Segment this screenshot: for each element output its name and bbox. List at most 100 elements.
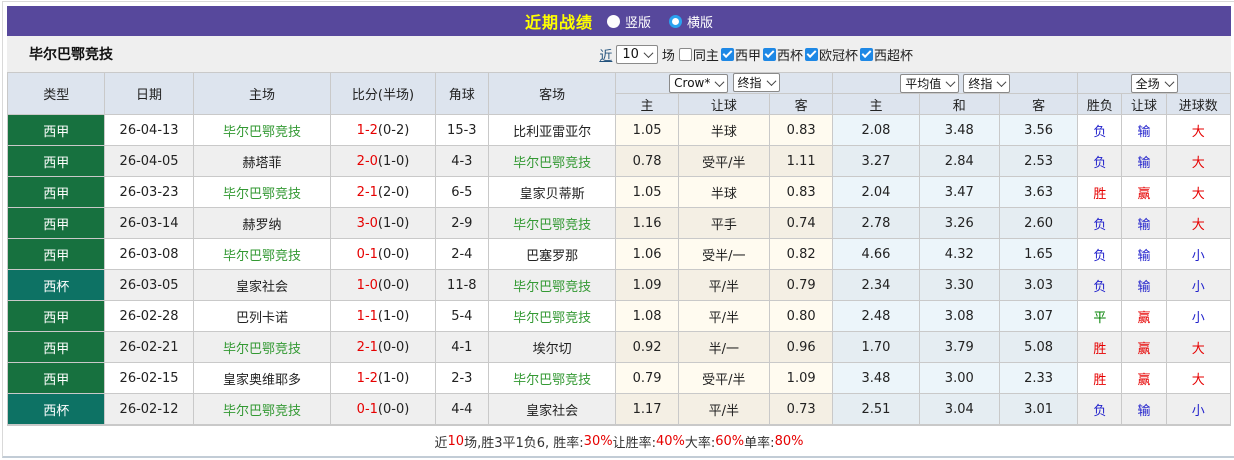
match-date: 26-04-13	[104, 114, 194, 146]
home-team[interactable]: 毕尔巴鄂竞技	[192, 238, 332, 270]
euro-avg-select[interactable]: 平均值	[900, 73, 960, 93]
col-result-handicap: 让球	[1121, 93, 1167, 115]
chevron-down-icon	[945, 76, 956, 87]
games-label: 场	[661, 48, 675, 64]
home-team[interactable]: 皇家奥维耶多	[192, 362, 332, 394]
league-badge: 西甲	[6, 176, 106, 208]
home-team[interactable]: 巴列卡诺	[192, 300, 332, 332]
score-cell: 1-2(0-2)	[330, 114, 436, 146]
radio-selected-icon[interactable]	[669, 14, 682, 28]
summary-segment: 场,胜3平1负6, 胜率:	[464, 435, 584, 451]
asia-home-odds: 0.79	[615, 362, 679, 394]
euro-draw-odds: 3.47	[918, 176, 1000, 208]
col-corner: 角球	[434, 72, 489, 115]
match-date: 26-02-12	[104, 393, 194, 425]
summary-segment: 让胜率:	[612, 435, 656, 451]
recent-count-select[interactable]: 10	[616, 44, 658, 64]
summary-segment: 大率:	[684, 435, 716, 451]
result-goals: 小	[1165, 300, 1232, 332]
asia-final-select[interactable]: 终指	[732, 73, 780, 93]
table-row: 西甲 26-03-14 赫罗纳 3-0(1-0) 2-9 毕尔巴鄂竞技 1.16…	[6, 207, 1232, 239]
checkbox-unchecked-icon[interactable]	[678, 47, 692, 61]
euro-final-select-value: 终指	[968, 76, 993, 91]
away-team[interactable]: 毕尔巴鄂竞技	[487, 207, 617, 239]
chevron-down-icon	[996, 76, 1007, 87]
filter-checkbox-欧冠杯[interactable]: 欧冠杯	[804, 45, 858, 64]
result-handicap: 输	[1121, 238, 1167, 270]
radio-icon[interactable]	[606, 14, 620, 28]
filter-checkbox-西超杯[interactable]: 西超杯	[859, 45, 913, 64]
home-team[interactable]: 皇家社会	[192, 269, 332, 301]
home-team[interactable]: 毕尔巴鄂竞技	[192, 393, 332, 425]
euro-home-odds: 2.08	[832, 114, 920, 146]
chevron-down-icon	[714, 76, 725, 87]
away-team[interactable]: 毕尔巴鄂竞技	[487, 362, 617, 394]
asia-away-odds: 1.09	[769, 362, 834, 394]
fulltime-score: 2-1	[356, 339, 378, 355]
corners: 2-4	[434, 238, 489, 270]
corners: 4-4	[434, 393, 489, 425]
fulltime-select[interactable]: 全场	[1130, 73, 1178, 93]
league-filter-checkboxes: 同主 西甲 西杯 欧冠杯 西超杯	[678, 45, 913, 64]
home-team[interactable]: 毕尔巴鄂竞技	[192, 114, 332, 146]
filter-checkbox-西甲[interactable]: 西甲	[720, 45, 761, 64]
euro-final-select[interactable]: 终指	[963, 73, 1011, 93]
away-team[interactable]: 比利亚雷亚尔	[487, 114, 617, 146]
fulltime-score: 1-0	[356, 277, 378, 293]
col-home: 主场	[192, 72, 332, 115]
filter-checkbox-同主[interactable]: 同主	[678, 45, 719, 64]
radio-horizontal-layout[interactable]: 横版	[669, 12, 713, 31]
summary-segment: 40%	[655, 433, 685, 449]
away-team[interactable]: 毕尔巴鄂竞技	[487, 145, 617, 177]
chevron-down-icon	[766, 76, 776, 87]
checkbox-checked-icon[interactable]	[859, 47, 873, 61]
away-team[interactable]: 毕尔巴鄂竞技	[487, 269, 617, 301]
euro-home-odds: 1.70	[832, 331, 920, 363]
radio-vertical-layout[interactable]: 竖版	[606, 12, 651, 31]
away-team[interactable]: 埃尔切	[487, 331, 617, 363]
home-team[interactable]: 赫罗纳	[192, 207, 332, 239]
results-table: 类型 日期 主场 比分(半场) 角球 客场 Crow* 终指 平均值 终指 全场	[6, 72, 1232, 425]
asia-away-odds: 0.80	[769, 300, 834, 332]
result-handicap: 赢	[1121, 331, 1167, 363]
fulltime-select-value: 全场	[1135, 76, 1160, 91]
match-date: 26-03-05	[104, 269, 194, 301]
home-team[interactable]: 毕尔巴鄂竞技	[192, 331, 332, 363]
result-handicap: 输	[1121, 145, 1167, 177]
euro-draw-odds: 3.08	[918, 300, 1000, 332]
home-team[interactable]: 毕尔巴鄂竞技	[192, 176, 332, 208]
away-team[interactable]: 毕尔巴鄂竞技	[487, 300, 617, 332]
checkbox-checked-icon[interactable]	[720, 47, 734, 61]
checkbox-checked-icon[interactable]	[762, 47, 776, 61]
euro-home-odds: 4.66	[832, 238, 920, 270]
filter-checkbox-西杯[interactable]: 西杯	[762, 45, 803, 64]
halftime-score: (0-0)	[377, 339, 410, 355]
result-wdl: 负	[1077, 114, 1123, 146]
halftime-score: (0-0)	[377, 246, 410, 262]
euro-draw-odds: 3.79	[918, 331, 1000, 363]
col-away: 客场	[487, 72, 617, 115]
filters: 近 10 场 同主 西甲 西杯 欧冠杯 西超杯	[599, 44, 913, 64]
col-score: 比分(半场)	[330, 72, 436, 115]
col-asia-home: 主	[615, 93, 679, 115]
corners: 4-3	[434, 145, 489, 177]
result-wdl: 负	[1077, 269, 1123, 301]
home-team[interactable]: 赫塔菲	[192, 145, 332, 177]
chevron-down-icon	[643, 47, 654, 58]
asia-handicap: 半/一	[677, 331, 771, 363]
away-team[interactable]: 巴塞罗那	[487, 238, 617, 270]
bookmaker-select[interactable]: Crow*	[669, 73, 729, 93]
result-handicap: 输	[1121, 207, 1167, 239]
table-row: 西甲 26-02-21 毕尔巴鄂竞技 2-1(0-0) 4-1 埃尔切 0.92…	[6, 331, 1232, 363]
euro-home-odds: 2.78	[832, 207, 920, 239]
checkbox-checked-icon[interactable]	[804, 47, 818, 61]
asia-away-odds: 0.82	[769, 238, 834, 270]
away-team[interactable]: 皇家贝蒂斯	[487, 176, 617, 208]
asia-odds-group: Crow* 终指	[615, 72, 834, 94]
euro-away-odds: 3.07	[998, 300, 1079, 332]
recent-link[interactable]: 近	[599, 48, 613, 64]
col-euro-home: 主	[832, 93, 920, 115]
away-team[interactable]: 皇家社会	[487, 393, 617, 425]
table-row: 西甲 26-02-28 巴列卡诺 1-1(1-0) 5-4 毕尔巴鄂竞技 1.0…	[6, 300, 1232, 332]
col-date: 日期	[104, 72, 194, 115]
